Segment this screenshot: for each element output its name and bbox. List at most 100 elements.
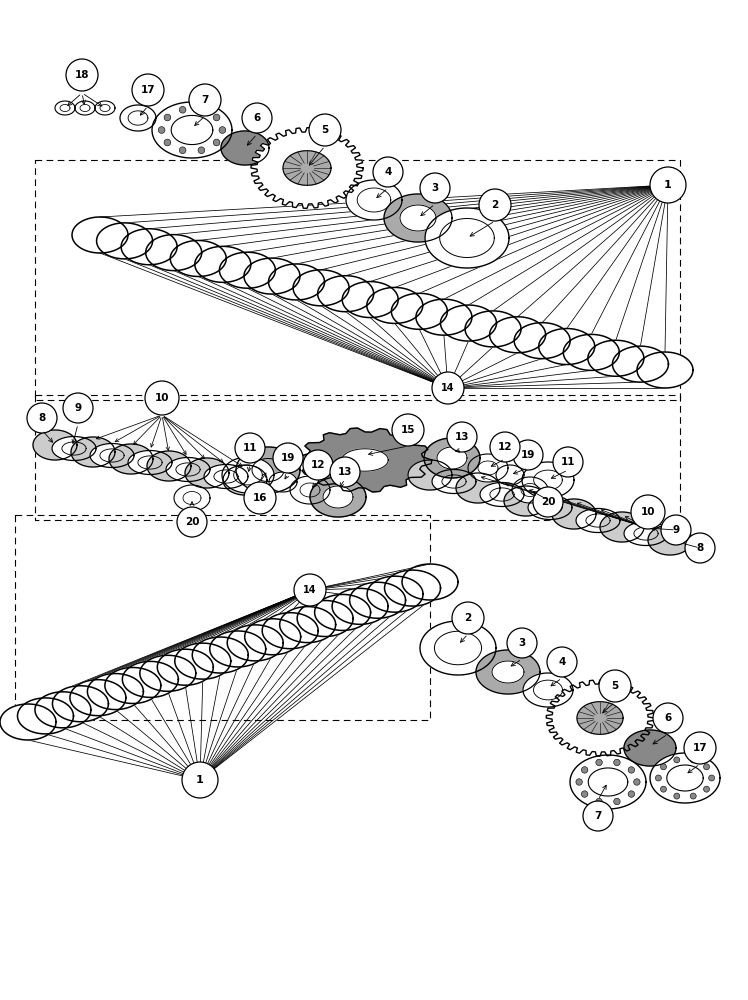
Circle shape bbox=[452, 602, 484, 634]
Polygon shape bbox=[420, 621, 496, 675]
Circle shape bbox=[189, 84, 221, 116]
Text: 19: 19 bbox=[280, 453, 295, 463]
Polygon shape bbox=[245, 619, 301, 655]
Circle shape bbox=[309, 114, 341, 146]
Polygon shape bbox=[496, 465, 524, 485]
Polygon shape bbox=[424, 438, 480, 478]
Circle shape bbox=[655, 775, 661, 781]
Text: 2: 2 bbox=[465, 613, 472, 623]
Circle shape bbox=[244, 482, 276, 514]
Circle shape bbox=[219, 127, 226, 133]
Polygon shape bbox=[437, 447, 467, 469]
Polygon shape bbox=[648, 525, 692, 555]
Polygon shape bbox=[290, 476, 330, 504]
Polygon shape bbox=[367, 576, 423, 612]
Circle shape bbox=[653, 703, 683, 733]
Polygon shape bbox=[283, 151, 331, 185]
Text: 12: 12 bbox=[310, 460, 325, 470]
Polygon shape bbox=[666, 765, 703, 791]
Circle shape bbox=[634, 779, 640, 785]
Circle shape bbox=[684, 732, 716, 764]
Text: 4: 4 bbox=[384, 167, 392, 177]
Polygon shape bbox=[297, 601, 353, 637]
Polygon shape bbox=[269, 264, 325, 300]
Polygon shape bbox=[624, 522, 668, 545]
Circle shape bbox=[180, 147, 186, 154]
Circle shape bbox=[613, 798, 620, 805]
Polygon shape bbox=[425, 208, 509, 268]
Circle shape bbox=[581, 767, 588, 773]
Polygon shape bbox=[402, 564, 458, 600]
Polygon shape bbox=[315, 594, 370, 630]
Polygon shape bbox=[570, 755, 646, 809]
Polygon shape bbox=[209, 631, 266, 667]
Polygon shape bbox=[280, 607, 336, 643]
Circle shape bbox=[533, 487, 563, 517]
Circle shape bbox=[490, 432, 520, 462]
Polygon shape bbox=[552, 499, 596, 529]
Circle shape bbox=[596, 798, 602, 805]
Circle shape bbox=[392, 414, 424, 446]
Polygon shape bbox=[147, 451, 191, 481]
Polygon shape bbox=[95, 101, 115, 115]
Circle shape bbox=[708, 775, 714, 781]
Circle shape bbox=[650, 167, 686, 203]
Text: 7: 7 bbox=[201, 95, 209, 105]
Circle shape bbox=[596, 759, 602, 766]
Text: 17: 17 bbox=[693, 743, 708, 753]
Polygon shape bbox=[17, 698, 73, 734]
Polygon shape bbox=[512, 477, 548, 503]
Circle shape bbox=[420, 173, 450, 203]
Text: 3: 3 bbox=[518, 638, 526, 648]
Text: 14: 14 bbox=[303, 585, 316, 595]
Polygon shape bbox=[522, 462, 574, 498]
Polygon shape bbox=[72, 217, 128, 253]
Polygon shape bbox=[637, 352, 693, 388]
Polygon shape bbox=[120, 105, 156, 131]
Text: 6: 6 bbox=[664, 713, 672, 723]
Polygon shape bbox=[504, 486, 548, 516]
Circle shape bbox=[628, 791, 634, 797]
Text: 7: 7 bbox=[595, 811, 601, 821]
Text: 13: 13 bbox=[455, 432, 469, 442]
Text: 14: 14 bbox=[441, 383, 455, 393]
Circle shape bbox=[303, 450, 333, 480]
Polygon shape bbox=[342, 449, 388, 471]
Text: 3: 3 bbox=[432, 183, 438, 193]
Polygon shape bbox=[298, 428, 432, 492]
Circle shape bbox=[507, 628, 537, 658]
Circle shape bbox=[599, 670, 631, 702]
Polygon shape bbox=[152, 102, 232, 158]
Circle shape bbox=[704, 764, 710, 770]
Polygon shape bbox=[227, 625, 283, 661]
Polygon shape bbox=[88, 674, 144, 710]
Polygon shape bbox=[55, 101, 75, 115]
Text: 9: 9 bbox=[672, 525, 680, 535]
Circle shape bbox=[660, 786, 666, 792]
Circle shape bbox=[63, 393, 93, 423]
Text: 8: 8 bbox=[38, 413, 46, 423]
Polygon shape bbox=[128, 451, 172, 474]
Polygon shape bbox=[563, 334, 619, 370]
Circle shape bbox=[628, 767, 634, 773]
Polygon shape bbox=[384, 194, 452, 242]
Polygon shape bbox=[251, 128, 363, 208]
Text: 1: 1 bbox=[196, 775, 204, 785]
Circle shape bbox=[132, 74, 164, 106]
Circle shape bbox=[198, 147, 205, 154]
Text: 12: 12 bbox=[497, 442, 512, 452]
Text: 20: 20 bbox=[541, 497, 555, 507]
Polygon shape bbox=[480, 483, 524, 506]
Circle shape bbox=[177, 507, 207, 537]
Polygon shape bbox=[588, 340, 644, 376]
Text: 10: 10 bbox=[641, 507, 655, 517]
Polygon shape bbox=[318, 276, 374, 312]
Polygon shape bbox=[194, 246, 251, 282]
Circle shape bbox=[373, 157, 403, 187]
Polygon shape bbox=[492, 661, 524, 683]
Polygon shape bbox=[263, 613, 318, 649]
Polygon shape bbox=[192, 637, 248, 673]
Circle shape bbox=[685, 533, 715, 563]
Text: 10: 10 bbox=[155, 393, 169, 403]
Polygon shape bbox=[349, 582, 405, 618]
